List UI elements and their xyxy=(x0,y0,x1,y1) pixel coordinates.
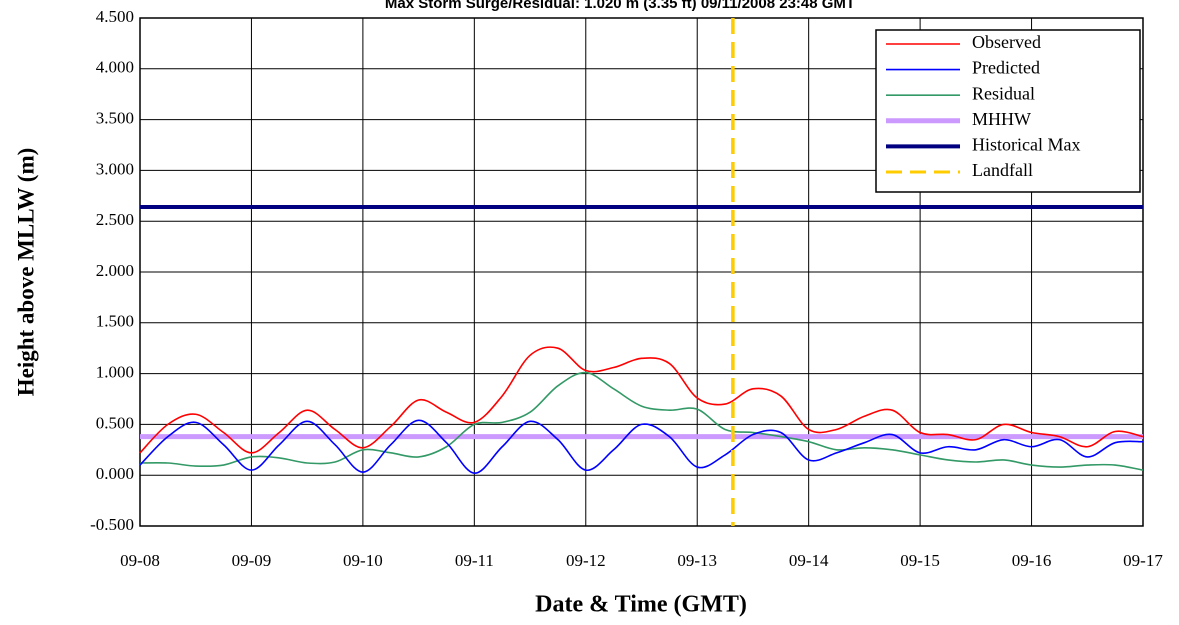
data-line xyxy=(139,346,1144,454)
x-tick-label: 09-08 xyxy=(120,551,160,570)
x-tick-label: 09-10 xyxy=(343,551,383,570)
x-tick-label: 09-09 xyxy=(232,551,272,570)
y-tick-label: 1.000 xyxy=(96,363,134,382)
y-tick-label: 3.000 xyxy=(96,159,134,178)
y-tick-label: 4.000 xyxy=(96,58,134,77)
y-tick-label: 0.000 xyxy=(96,464,134,483)
legend-label: Historical Max xyxy=(972,135,1080,155)
legend-label: Residual xyxy=(972,83,1035,103)
legend-label: Landfall xyxy=(972,160,1033,180)
x-tick-label: 09-14 xyxy=(789,551,829,570)
y-tick-label: 1.500 xyxy=(96,312,134,331)
x-tick-label: 09-17 xyxy=(1123,551,1163,570)
x-axis-title: Date & Time (GMT) xyxy=(535,592,747,618)
y-tick-label: 2.500 xyxy=(96,210,134,229)
y-tick-label: 4.500 xyxy=(96,7,134,26)
chart-title: Max Storm Surge/Residual: 1.020 m (3.35 … xyxy=(385,0,855,12)
legend-label: Predicted xyxy=(972,58,1040,78)
x-tick-label: 09-13 xyxy=(677,551,717,570)
y-tick-label: 0.500 xyxy=(96,413,134,432)
data-line xyxy=(139,419,1144,474)
x-tick-label: 09-15 xyxy=(900,551,940,570)
x-tick-label: 09-16 xyxy=(1012,551,1052,570)
legend-label: Observed xyxy=(972,32,1041,52)
y-tick-label: -0.500 xyxy=(90,515,134,534)
x-tick-label: 09-11 xyxy=(455,551,494,570)
plot-border xyxy=(139,17,1144,527)
y-axis-title: Height above MLLW (m) xyxy=(13,148,38,397)
x-tick-label: 09-12 xyxy=(566,551,606,570)
y-tick-label: 2.000 xyxy=(96,261,134,280)
data-line xyxy=(139,371,1144,471)
y-tick-label: 3.500 xyxy=(96,109,134,128)
legend-label: MHHW xyxy=(972,109,1031,129)
legend-box xyxy=(875,29,1141,193)
